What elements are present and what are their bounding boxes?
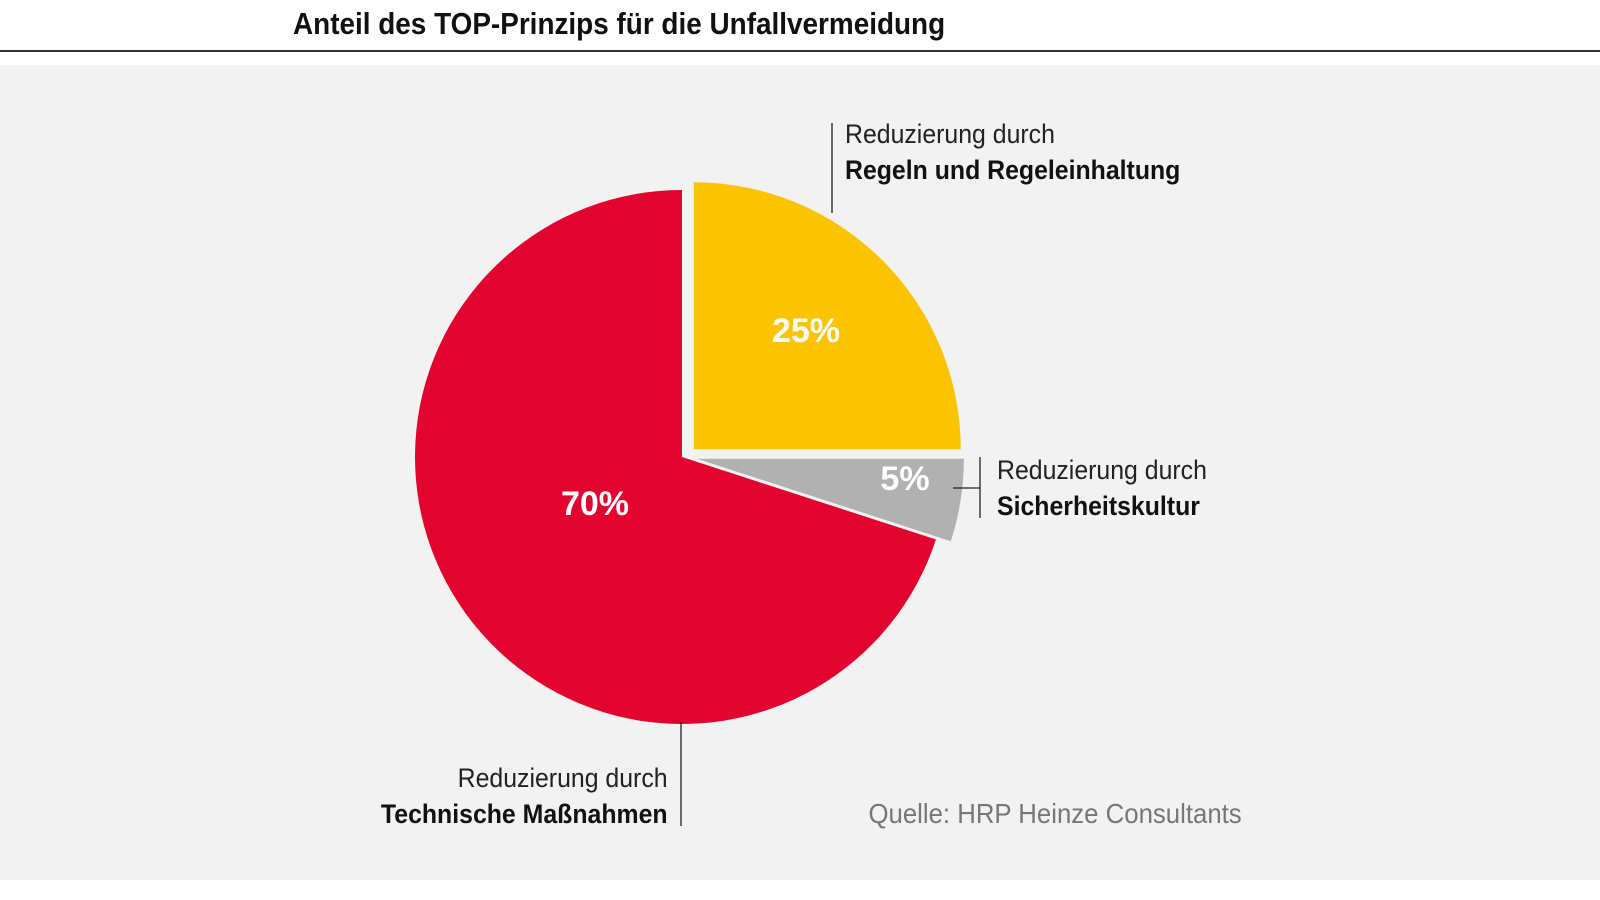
label-sicherheit: Reduzierung durch Sicherheitskultur [997, 452, 1207, 524]
label-regeln: Reduzierung durch Regeln und Regeleinhal… [845, 116, 1180, 188]
value-label-sicherheit: 5% [880, 460, 929, 498]
pie-slice-technisch [415, 190, 936, 725]
label-technisch: Reduzierung durch Technische Maßnahmen [381, 760, 668, 832]
label-sicherheit-name: Sicherheitskultur [997, 491, 1200, 521]
label-technisch-name: Technische Maßnahmen [381, 799, 668, 829]
label-technisch-prefix: Reduzierung durch [458, 763, 668, 793]
label-regeln-name: Regeln und Regeleinhaltung [845, 155, 1181, 185]
value-label-technisch: 70% [561, 485, 629, 523]
pie-slice-regeln [693, 182, 961, 450]
chart-title: Anteil des TOP-Prinzips für die Unfallve… [293, 6, 946, 41]
label-sicherheit-prefix: Reduzierung durch [997, 455, 1207, 485]
value-label-regeln: 25% [772, 312, 840, 350]
source-note: Quelle: HRP Heinze Consultants [868, 798, 1242, 829]
label-regeln-prefix: Reduzierung durch [845, 119, 1055, 149]
pie-slice-sicherheit [696, 458, 964, 542]
title-rule [0, 50, 1600, 52]
